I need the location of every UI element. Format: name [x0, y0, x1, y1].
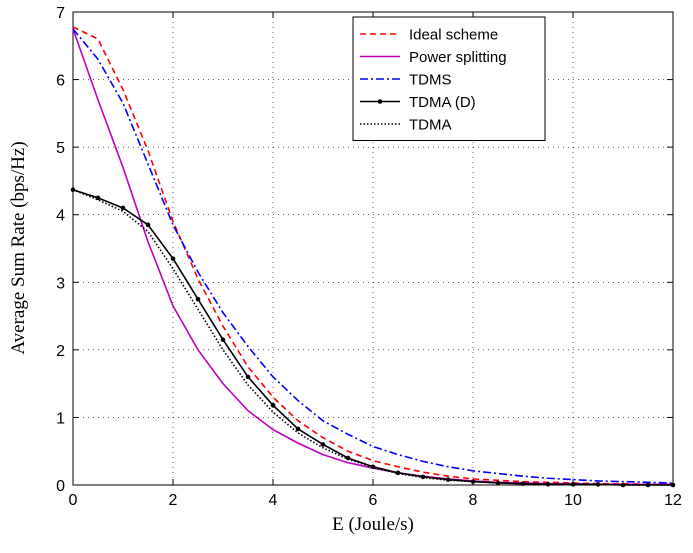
x-tick-label: 0	[69, 492, 78, 509]
y-tick-label: 6	[56, 73, 65, 90]
point	[220, 337, 226, 343]
point	[245, 374, 251, 380]
y-axis-label: Average Sum Rate (bps/Hz)	[8, 141, 29, 354]
x-axis-label: E (Joule/s)	[332, 514, 414, 535]
x-tick-label: 10	[564, 492, 582, 509]
point	[370, 464, 376, 470]
point	[670, 482, 676, 488]
y-tick-label: 2	[56, 343, 65, 360]
legend: Ideal scheme Power splitting TDMS TDMA (D) T…	[352, 16, 546, 141]
legend-marker	[377, 99, 383, 104]
legend-label: TDMS	[409, 72, 452, 89]
y-tick-label: 4	[56, 208, 65, 225]
x-tick-label: 12	[664, 492, 682, 509]
point	[145, 222, 151, 228]
point	[395, 470, 401, 476]
point	[645, 482, 651, 488]
point	[545, 482, 551, 487]
point	[295, 426, 301, 432]
y-tick-label: 5	[56, 140, 65, 157]
legend-label: Power splitting	[409, 49, 507, 66]
legend-box	[352, 16, 546, 141]
point	[170, 256, 176, 261]
point	[320, 442, 326, 447]
legend-label: TDMA	[409, 117, 452, 134]
point	[520, 481, 526, 486]
point	[195, 296, 201, 302]
legend-label: Ideal scheme	[409, 27, 498, 44]
point	[270, 402, 276, 408]
legend-label: TDMA (D)	[409, 94, 476, 111]
x-tick-label: 4	[269, 492, 278, 509]
point	[120, 205, 126, 211]
point	[470, 479, 476, 484]
y-tick-label: 3	[56, 275, 65, 292]
x-tick-label: 2	[169, 492, 178, 509]
y-tick-label: 7	[56, 5, 65, 22]
plot-frame	[72, 11, 674, 486]
y-tick-label: 0	[56, 478, 65, 495]
x-tick-label: 6	[369, 492, 378, 509]
y-tick-label: 1	[56, 410, 65, 427]
point	[495, 480, 501, 486]
series-line	[72, 188, 673, 486]
x-tick-label: 8	[469, 492, 478, 509]
